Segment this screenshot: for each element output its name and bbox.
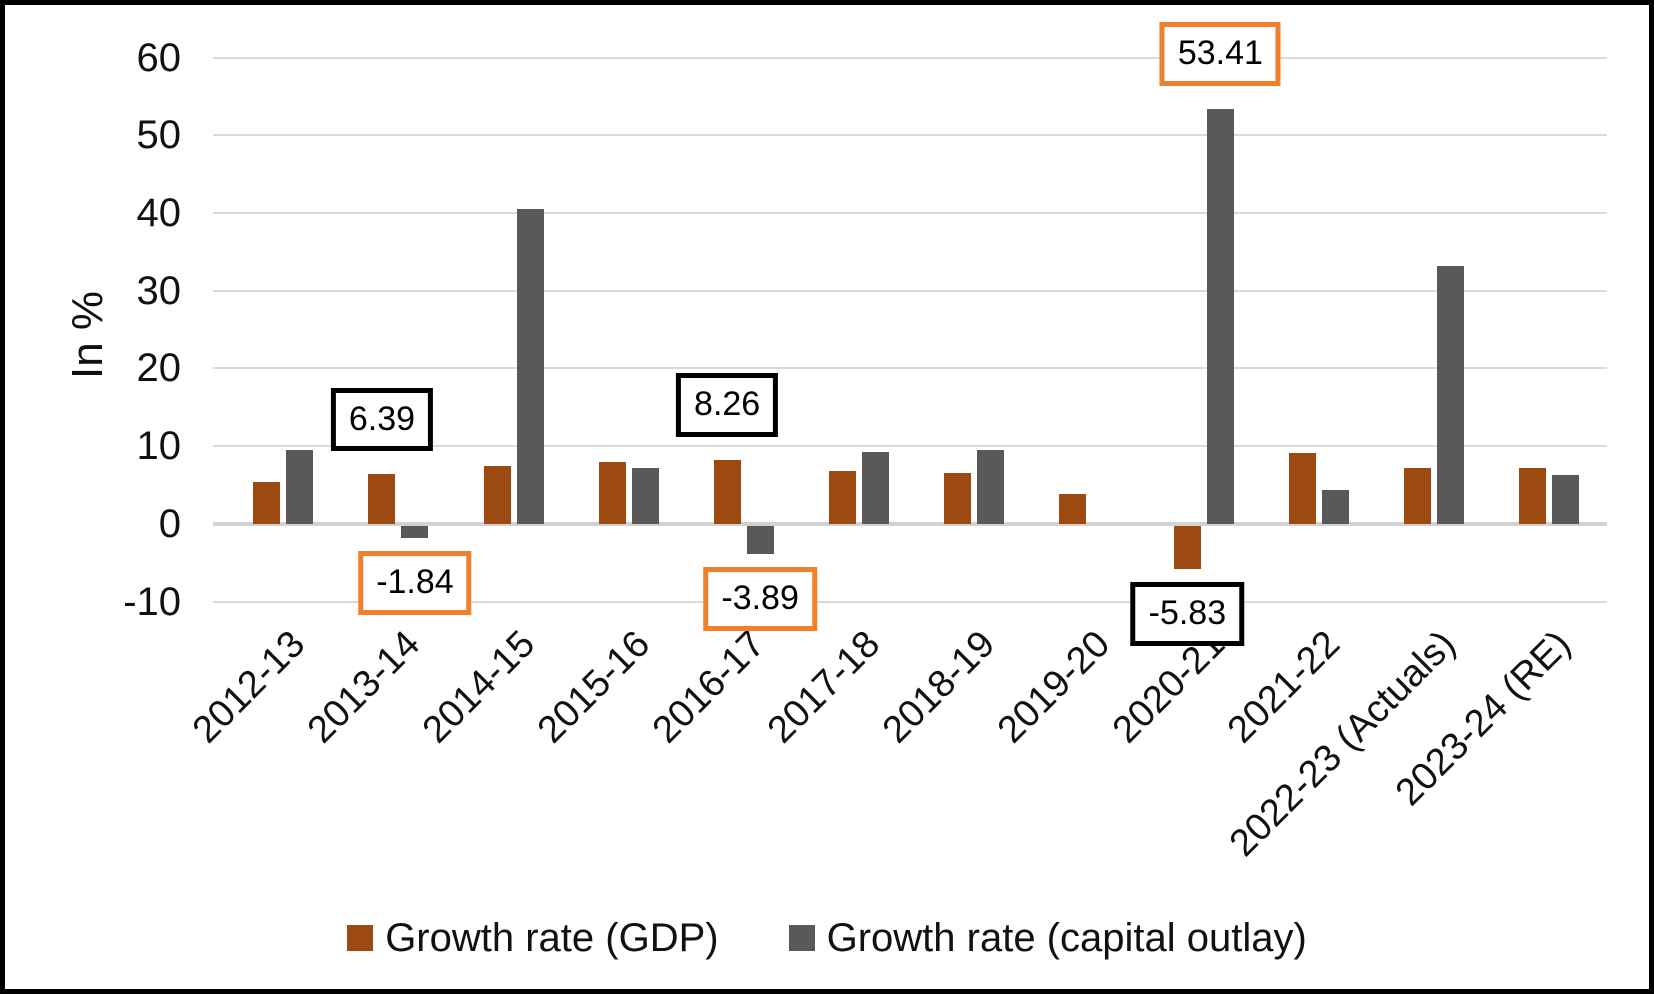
- bar-capital-outlay-2022-23 (Actuals): [1437, 265, 1464, 524]
- legend: Growth rate (GDP) Growth rate (capital o…: [5, 907, 1649, 969]
- bar-gdp-2017-18: [828, 471, 856, 524]
- bar-capital-outlay-2021-22: [1321, 490, 1349, 524]
- bar-gdp-2019-20: [1058, 493, 1086, 524]
- bar-gdp-2016-17: [713, 459, 741, 524]
- legend-swatch-gdp-icon: [347, 925, 374, 951]
- bar-capital-outlay-2020-21: [1206, 108, 1234, 524]
- x-axis-zero-line: [213, 521, 1607, 526]
- x-tick-label: 2014-15: [414, 623, 544, 752]
- y-tick-label: 50: [136, 113, 182, 158]
- x-tick-label: 2016-17: [645, 623, 774, 752]
- bar-gdp-2012-13: [253, 481, 281, 524]
- callout--5.83: -5.83: [1130, 582, 1245, 646]
- legend-swatch-capital-outlay-icon: [788, 925, 815, 951]
- gridline: [213, 134, 1607, 137]
- x-tick-label: 2015-16: [529, 623, 659, 752]
- legend-item-capital-outlay: Growth rate (capital outlay): [788, 915, 1307, 961]
- bar-capital-outlay-2013-14: [401, 525, 429, 539]
- bar-gdp-2014-15: [483, 466, 511, 524]
- legend-label-capital-outlay: Growth rate (capital outlay): [826, 915, 1307, 960]
- gridline: [213, 56, 1607, 59]
- bar-gdp-2015-16: [598, 461, 626, 524]
- bar-capital-outlay-2017-18: [861, 452, 889, 524]
- bar-capital-outlay-2012-13: [286, 450, 314, 524]
- x-tick-label: 2017-18: [760, 623, 889, 752]
- gridline: [213, 445, 1607, 448]
- x-tick-label: 2019-20: [990, 623, 1119, 752]
- callout-6.39: 6.39: [330, 387, 434, 452]
- x-tick-label: 2013-14: [299, 623, 429, 752]
- gridline: [213, 212, 1607, 215]
- y-tick-label: -10: [123, 579, 181, 624]
- bar-capital-outlay-2016-17: [746, 525, 774, 555]
- y-axis-title: In %: [63, 290, 112, 380]
- x-tick-label: 2012-13: [184, 623, 314, 752]
- gridline: [213, 289, 1607, 292]
- bar-gdp-2023-24 (RE): [1519, 467, 1547, 524]
- callout-53.41: 53.41: [1159, 22, 1281, 86]
- bar-capital-outlay-2015-16: [631, 467, 659, 524]
- callout--1.84: -1.84: [358, 551, 472, 615]
- legend-item-gdp: Growth rate (GDP): [347, 915, 719, 961]
- y-tick-label: 20: [136, 346, 182, 391]
- callout--3.89: -3.89: [703, 567, 817, 631]
- bar-gdp-2022-23 (Actuals): [1404, 467, 1431, 524]
- y-tick-label: 0: [158, 501, 181, 546]
- bar-capital-outlay-2018-19: [976, 450, 1004, 524]
- y-tick-label: 60: [136, 35, 182, 80]
- y-tick-label: 10: [136, 424, 182, 469]
- gridline: [213, 367, 1607, 370]
- bar-gdp-2013-14: [368, 474, 396, 524]
- gridline: [213, 600, 1607, 603]
- bar-gdp-2020-21: [1173, 525, 1201, 570]
- x-tick-label: 2018-19: [875, 623, 1004, 752]
- callout-8.26: 8.26: [676, 373, 779, 437]
- bar-capital-outlay-2014-15: [516, 209, 544, 524]
- y-tick-label: 30: [136, 268, 182, 313]
- y-tick-label: 40: [136, 191, 182, 236]
- bar-gdp-2018-19: [943, 473, 971, 524]
- legend-label-gdp: Growth rate (GDP): [385, 915, 719, 960]
- bar-capital-outlay-2023-24 (RE): [1552, 474, 1580, 524]
- bar-gdp-2021-22: [1288, 453, 1316, 524]
